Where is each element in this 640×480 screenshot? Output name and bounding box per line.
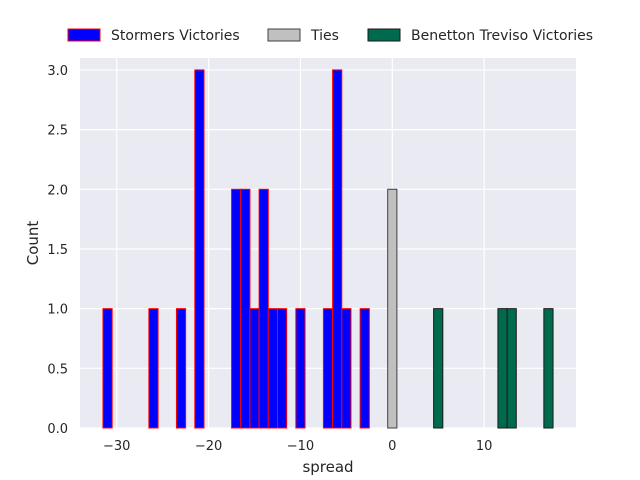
bar-benetton [543,308,554,429]
legend-label-ties: Ties [310,28,339,44]
bar-stormers [175,308,187,429]
x-tick-labels: −30 −20 −10 0 10 [103,439,492,454]
y-tick-label: 1.5 [47,243,68,258]
legend-label-benetton: Benetton Treviso Victories [411,28,593,44]
legend-label-stormers: Stormers Victories [111,28,240,44]
bar-stormers [295,308,306,429]
x-tick-label: −20 [195,439,222,454]
legend-swatch-benetton [367,28,401,42]
legend: Stormers Victories Ties Benetton Treviso V… [67,28,593,44]
bars [102,69,554,429]
x-tick-label: −30 [103,439,130,454]
y-tick-label: 0.5 [47,362,68,377]
y-tick-label: 2.5 [47,124,68,139]
bar-stormers [102,308,113,429]
x-axis-label: spread [302,458,353,476]
bar-stormers [194,69,205,429]
y-tick-labels: 0.0 0.5 1.0 1.5 2.0 2.5 3.0 [47,64,68,437]
y-tick-label: 0.0 [47,422,68,437]
bar-stormers [258,188,269,429]
y-tick-label: 1.0 [47,303,68,318]
x-tick-label: 0 [388,439,396,454]
bar-stormers [249,308,260,429]
bar-stormers [359,308,370,429]
bar-benetton [433,308,444,429]
y-tick-label: 2.0 [47,183,68,198]
x-tick-label: −10 [287,439,314,454]
bar-benetton [506,308,517,429]
bar-stormers [148,308,159,429]
bar-ties [387,188,398,429]
bar-stormers [231,188,242,429]
y-axis-label: Count [24,221,42,266]
bar-stormers [332,69,343,429]
bar-stormers [341,308,352,429]
bar-stormers [276,308,288,429]
bar-stormers [240,188,251,429]
x-tick-label: 10 [476,439,493,454]
grid-lines [80,58,576,429]
bar-benetton [497,308,508,429]
bar-stormers [267,308,278,429]
legend-swatch-stormers [67,28,101,42]
y-tick-label: 3.0 [47,64,68,79]
bar-stormers [322,308,334,429]
legend-swatch-ties [267,28,301,42]
